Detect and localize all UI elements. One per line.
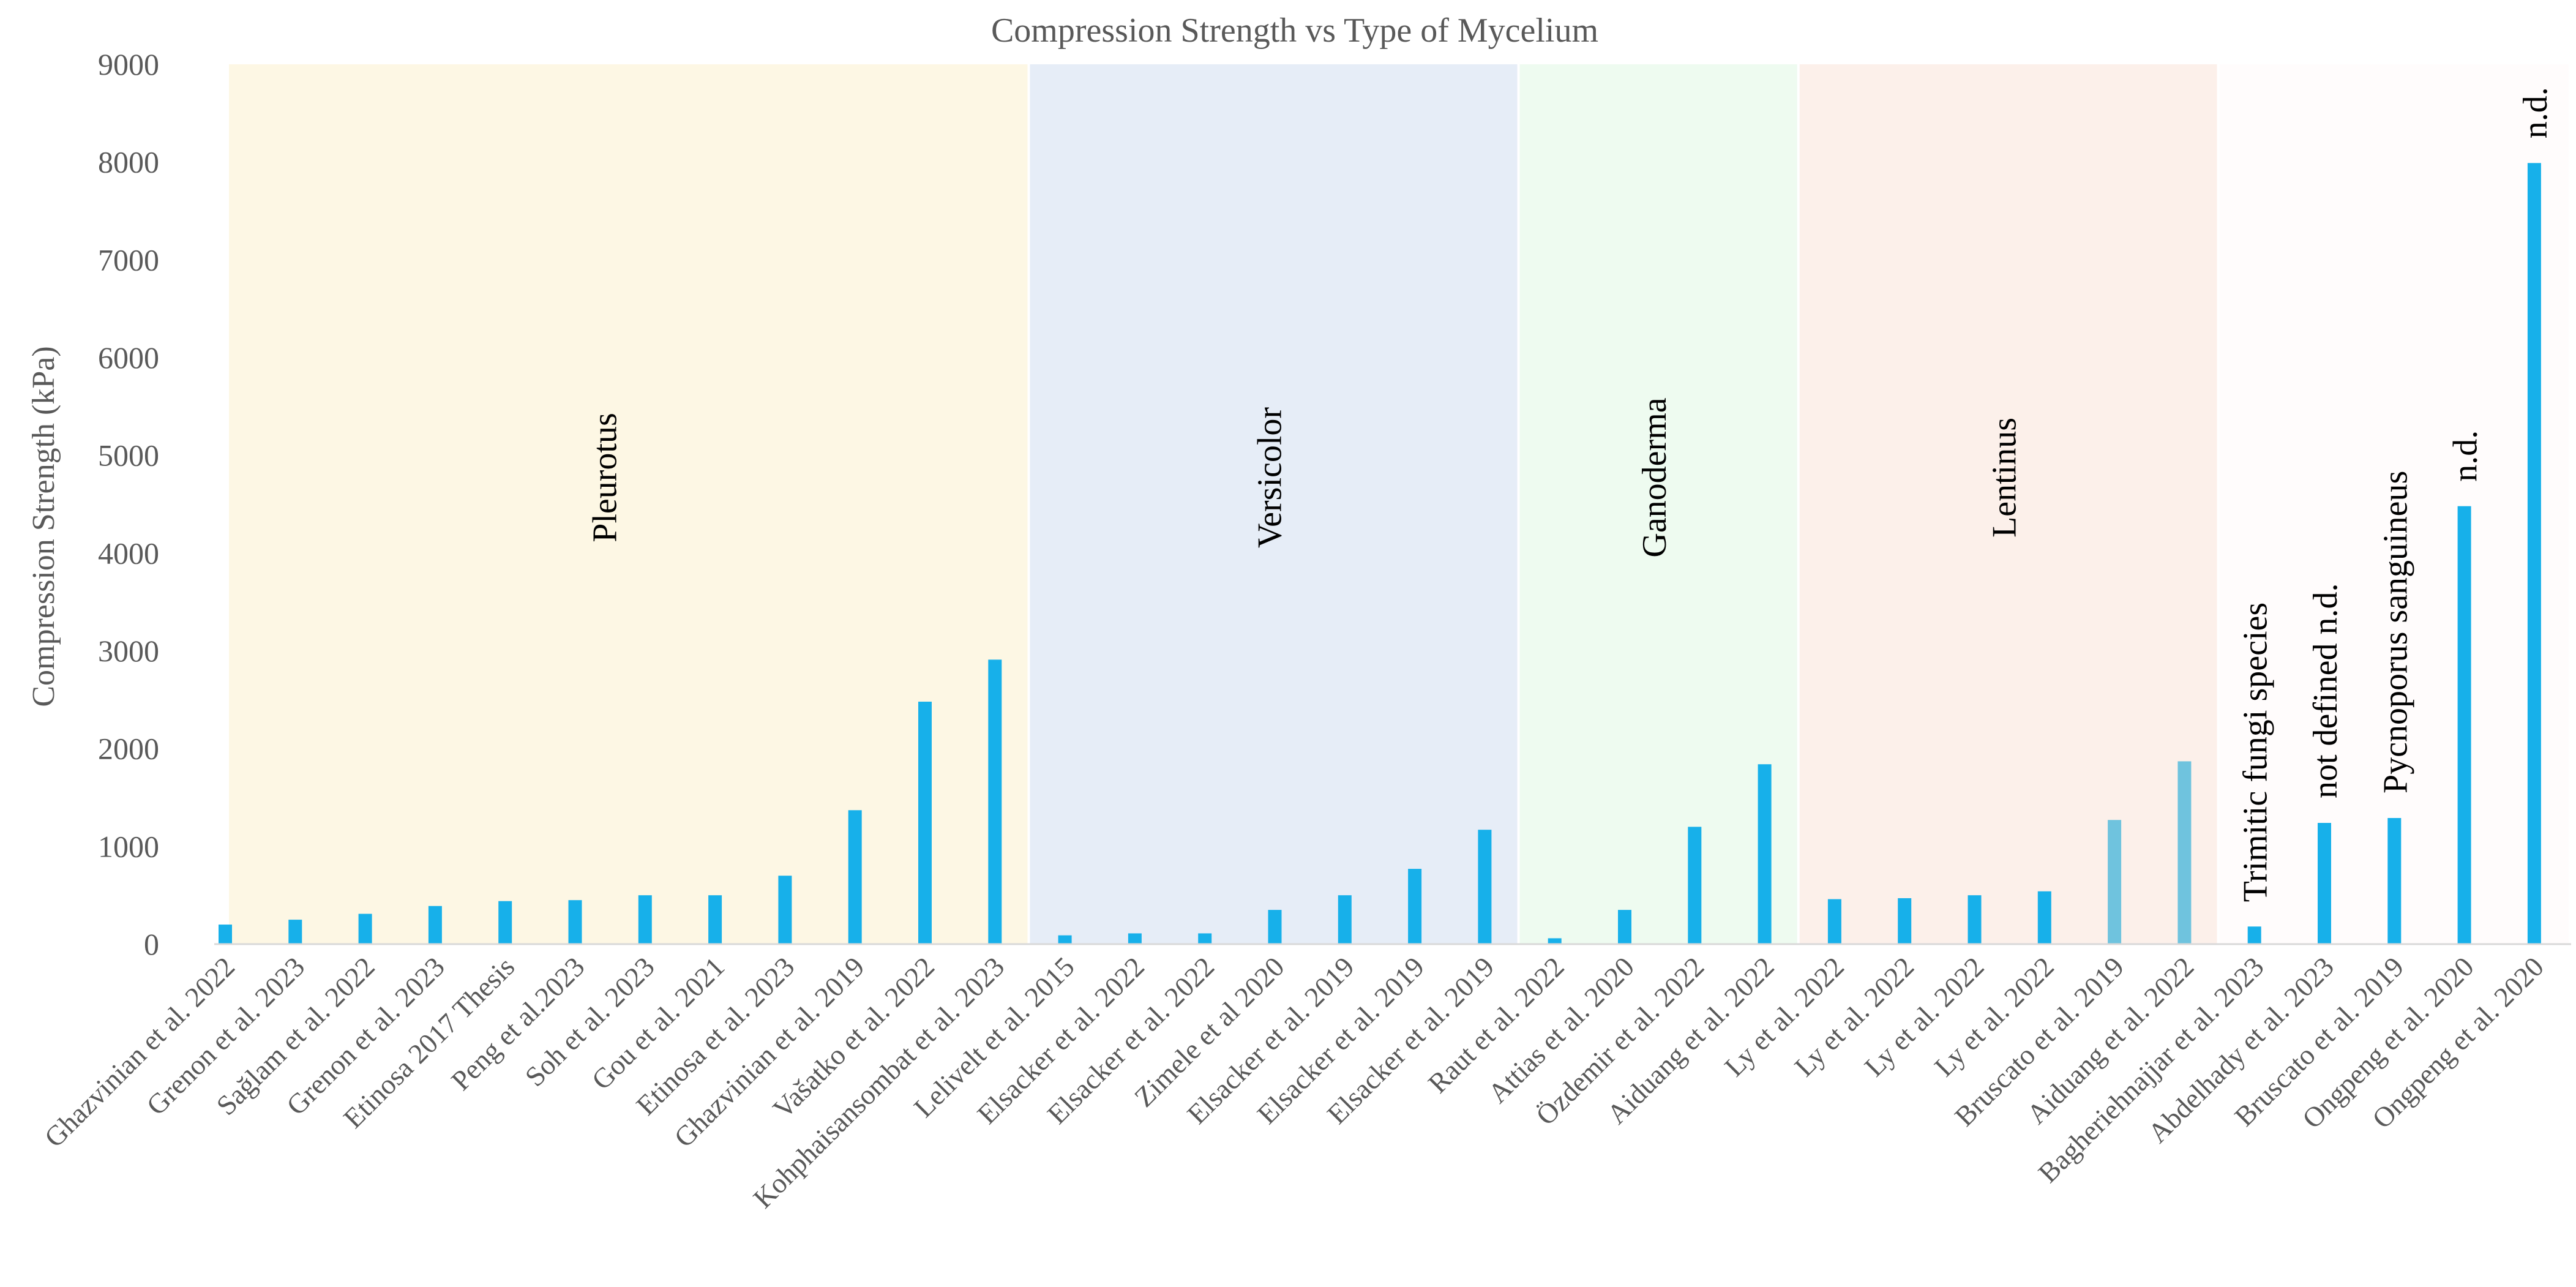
- bar: [708, 895, 722, 944]
- bar: [568, 900, 582, 944]
- bar: [358, 914, 372, 944]
- region-label-pleurotus: Pleurotus: [586, 413, 624, 542]
- bar: [918, 702, 932, 944]
- region-label-versicolor: Versicolor: [1251, 407, 1289, 549]
- y-axis-ticks: 0 1000 2000 3000 4000 5000 6000 7000 8000 9000: [98, 47, 159, 961]
- region-label-lentinus: Lentinus: [1986, 418, 2024, 538]
- y-tick-label: 1000: [98, 829, 159, 863]
- bar: [1058, 935, 1072, 944]
- y-tick-label: 9000: [98, 47, 159, 81]
- bar: [1268, 910, 1282, 944]
- bar: [1338, 895, 1352, 944]
- y-tick-label: 6000: [98, 340, 159, 375]
- bar: [988, 659, 1002, 944]
- bar: [848, 810, 862, 944]
- bar: [638, 895, 652, 944]
- y-tick-label: 7000: [98, 242, 159, 277]
- bar: [498, 901, 512, 944]
- bar: [2037, 891, 2051, 944]
- y-tick-label: 3000: [98, 634, 159, 668]
- region-lentinus: [1799, 64, 2217, 944]
- bar-annotation: n.d.: [2447, 430, 2485, 482]
- bar: [1618, 910, 1631, 944]
- bar: [288, 920, 302, 944]
- region-ganoderma: [1519, 64, 1797, 944]
- bar-annotations: Trimitic fungi species not defined n.d. Py…: [2237, 87, 2555, 902]
- bars: [219, 163, 2541, 945]
- chart-title: Compression Strength vs Type of Mycelium: [991, 12, 1598, 50]
- y-tick-label: 8000: [98, 145, 159, 179]
- y-tick-label: 0: [144, 927, 159, 961]
- y-tick-label: 5000: [98, 438, 159, 473]
- bar: [2177, 761, 2192, 944]
- bar: [2318, 823, 2331, 944]
- background-regions: [229, 64, 2569, 944]
- bar: [219, 925, 232, 944]
- y-axis-label: Compression Strength (kPa): [26, 346, 61, 707]
- bar: [1968, 895, 1982, 944]
- bar: [778, 876, 792, 944]
- bar-annotation: n.d.: [2517, 87, 2555, 138]
- bar: [2108, 820, 2122, 944]
- bar: [1198, 933, 1212, 944]
- bar-annotation: Trimitic fungi species: [2237, 602, 2275, 902]
- y-tick-label: 4000: [98, 536, 159, 570]
- bar: [2247, 926, 2261, 944]
- region-other: [2219, 64, 2569, 944]
- bar: [1758, 764, 1772, 944]
- region-pleurotus: [229, 64, 1028, 944]
- region-labels: Pleurotus Versicolor Ganoderma Lentinus: [586, 397, 2024, 557]
- bar: [1898, 898, 1912, 944]
- bar: [1128, 933, 1142, 944]
- bar: [1688, 827, 1702, 944]
- bar: [2527, 163, 2541, 945]
- y-tick-label: 2000: [98, 732, 159, 766]
- bar: [428, 906, 442, 944]
- region-label-ganoderma: Ganoderma: [1636, 397, 1674, 557]
- bar: [2457, 506, 2471, 944]
- region-versicolor: [1030, 64, 1518, 944]
- bar: [2387, 818, 2402, 944]
- bar: [1827, 899, 1841, 944]
- bar: [1478, 830, 1492, 944]
- bar: [1408, 869, 1422, 944]
- bar-annotation: Pycnoporus sanguineus: [2376, 471, 2414, 794]
- bar: [1548, 938, 1562, 944]
- bar-annotation: not defined n.d.: [2307, 583, 2345, 798]
